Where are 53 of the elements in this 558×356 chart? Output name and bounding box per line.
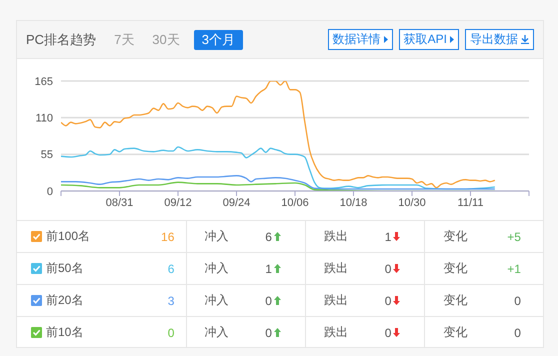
text: 变化 <box>443 260 468 277</box>
x-tick-label: 09/12 <box>164 196 192 209</box>
text: 0 <box>168 326 174 340</box>
text: 跌出 <box>324 292 348 309</box>
text: 冲入 <box>204 228 228 245</box>
text: 0 <box>384 262 392 276</box>
text: 3个月 <box>194 30 243 50</box>
text: 1 <box>384 230 392 244</box>
text: 变化 <box>443 292 468 309</box>
x-tick-label: 08/31 <box>106 196 134 209</box>
text: 变化 <box>443 324 468 341</box>
y-tick-label: 165 <box>34 76 53 88</box>
x-tick-label: 10/06 <box>281 196 309 209</box>
chart-title: PC排名趋势 <box>26 30 96 48</box>
text: 3 <box>168 294 174 308</box>
legend-label: 前100名 <box>46 228 90 245</box>
text: 变化 <box>443 228 468 245</box>
text: 冲入 <box>204 324 228 341</box>
text: 7天 <box>114 30 134 48</box>
x-tick-label: 10/30 <box>398 196 426 209</box>
y-tick-label: 55 <box>40 149 53 162</box>
legend-label: 前20名 <box>46 292 84 309</box>
text: 0 <box>265 326 272 340</box>
text: 0 <box>514 294 521 308</box>
y-tick-label: 0 <box>46 186 53 198</box>
text: 16 <box>161 230 174 244</box>
text: 数据详情 <box>328 29 393 50</box>
text: 导出数据 <box>465 29 534 50</box>
x-tick-label: 10/18 <box>340 196 368 209</box>
text: +5 <box>507 230 521 244</box>
text: 0 <box>265 294 272 308</box>
line-series <box>61 175 496 190</box>
x-tick-label: 09/24 <box>222 196 250 209</box>
y-tick-label: 110 <box>35 112 53 125</box>
text: 0 <box>384 326 392 340</box>
legend-label: 前50名 <box>46 260 84 277</box>
text: 6 <box>168 262 174 276</box>
text: 获取API <box>398 29 459 50</box>
text: 0 <box>514 326 521 340</box>
text: 冲入 <box>204 260 228 277</box>
text: 冲入 <box>204 292 228 309</box>
text: 跌出 <box>324 260 348 277</box>
text: 1 <box>265 262 272 276</box>
text: +1 <box>507 262 521 276</box>
line-series <box>61 81 496 188</box>
text: 6 <box>265 230 272 244</box>
x-tick-label: 11/11 <box>458 196 484 209</box>
text: 跌出 <box>324 228 348 245</box>
legend-label: 前10名 <box>46 324 84 341</box>
text: 0 <box>384 294 392 308</box>
text: 跌出 <box>324 324 348 341</box>
text: 30天 <box>152 30 180 48</box>
line-series <box>61 146 496 190</box>
